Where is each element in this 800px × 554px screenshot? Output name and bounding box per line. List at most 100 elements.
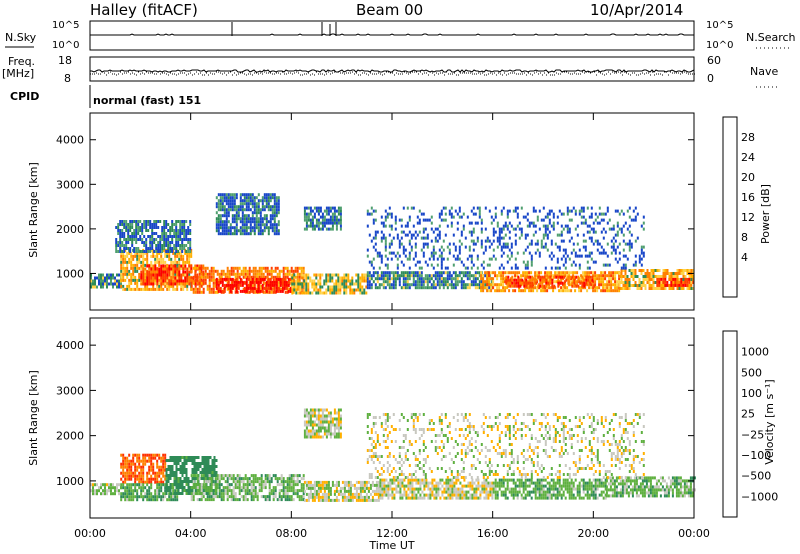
power-echo-cell (295, 288, 298, 292)
power-echo-cell (217, 289, 220, 293)
power-echo-cell (307, 224, 310, 228)
power-echo-cell (562, 227, 565, 231)
power-echo-cell (361, 285, 364, 289)
power-echo-cell (311, 209, 314, 213)
power-echo-cell (246, 272, 249, 276)
power-echo-cell (174, 260, 177, 264)
power-echo-cell (319, 288, 322, 292)
velocity-echo-cell (108, 486, 110, 490)
power-echo-cell (638, 260, 641, 264)
power-echo-cell (221, 280, 224, 284)
power-echo-cell (339, 227, 342, 231)
velocity-echo-cell (110, 486, 112, 490)
power-echo-cell (562, 239, 565, 243)
velocity-echo-cell (158, 471, 161, 475)
power-echo-cell (470, 230, 473, 234)
power-echo-cell (168, 267, 171, 271)
power-echo-cell (664, 280, 667, 284)
power-echo-cell (525, 281, 528, 285)
power-echo-cell (602, 274, 605, 278)
power-echo-cell (333, 218, 336, 222)
power-echo-cell (194, 282, 197, 286)
power-echo-cell (596, 248, 599, 252)
power-echo-cell (133, 232, 136, 235)
power-echo-cell (516, 215, 519, 219)
power-echo-cell (544, 289, 547, 293)
power-echo-cell (303, 209, 306, 213)
power-echo-cell (548, 271, 551, 275)
power-echo-cell (384, 242, 387, 246)
power-echo-cell (374, 242, 377, 246)
power-echo-cell (235, 280, 238, 284)
velocity-echo-cell (228, 495, 231, 499)
power-echo-cell (154, 270, 157, 274)
power-echo-cell (672, 275, 675, 278)
power-echo-cell (548, 254, 551, 258)
power-echo-cell (456, 221, 459, 225)
power-echo-cell (171, 247, 174, 250)
power-echo-cell (210, 269, 213, 273)
power-echo-cell (305, 227, 308, 231)
velocity-echo-cell (160, 489, 163, 493)
power-echo-cell (241, 217, 244, 221)
power-echo-cell (153, 226, 156, 229)
power-echo-cell (248, 266, 251, 270)
velocity-echo-cell (296, 483, 299, 487)
power-echo-cell (259, 199, 262, 203)
power-echo-cell (257, 217, 260, 221)
power-echo-cell (196, 279, 199, 283)
power-echo-cell (556, 260, 559, 264)
power-echo-cell (227, 220, 230, 224)
power-echo-cell (500, 227, 503, 231)
power-echo-cell (176, 281, 179, 285)
velocity-echo-cell (160, 456, 163, 460)
power-echo-cell (217, 193, 220, 197)
power-echo-cell (339, 218, 342, 222)
power-echo-cell (394, 274, 397, 278)
power-echo-cell (119, 232, 122, 235)
power-echo-cell (544, 271, 547, 275)
power-echo-cell (612, 283, 615, 287)
velocity-echo-cell (260, 480, 263, 484)
velocity-echo-cell (195, 477, 198, 480)
power-echo-cell (288, 272, 291, 276)
power-echo-cell (404, 271, 407, 275)
power-echo-cell (386, 263, 389, 267)
power-echo-cell (626, 284, 629, 287)
power-echo-cell (518, 221, 521, 225)
velocity-echo-cell (128, 474, 131, 478)
power-echo-cell (538, 251, 541, 255)
velocity-echo-cell (158, 486, 161, 490)
power-echo-cell (160, 287, 163, 291)
velocity-echo-cell (150, 462, 153, 466)
power-echo-cell (658, 283, 661, 287)
velocity-echo-cell (170, 498, 173, 502)
power-echo-cell (165, 223, 168, 226)
power-echo-cell (432, 283, 435, 287)
power-echo-cell (119, 241, 122, 244)
power-echo-cell (514, 209, 517, 213)
power-echo-cell (432, 280, 435, 284)
power-echo-cell (570, 271, 573, 275)
power-echo-cell (582, 239, 585, 243)
power-echo-cell (261, 205, 264, 209)
power-echo-cell (132, 269, 135, 273)
power-echo-cell (604, 230, 607, 234)
power-echo-cell (404, 286, 407, 290)
velocity-echo-cell (148, 453, 151, 457)
power-echo-cell (311, 279, 314, 283)
power-echo-cell (440, 277, 443, 281)
power-echo-cell (382, 286, 385, 290)
power-echo-cell (546, 236, 549, 240)
power-echo-cell (150, 263, 153, 267)
power-echo-cell (251, 220, 254, 224)
power-echo-cell (484, 206, 487, 210)
velocity-echo-cell (252, 498, 255, 502)
velocity-echo-cell (254, 486, 257, 490)
power-echo-cell (426, 233, 429, 237)
power-echo-cell (295, 279, 298, 283)
power-echo-cell (351, 276, 354, 280)
power-echo-cell (137, 220, 140, 223)
power-echo-cell (235, 193, 238, 197)
velocity-echo-cell (189, 459, 192, 462)
